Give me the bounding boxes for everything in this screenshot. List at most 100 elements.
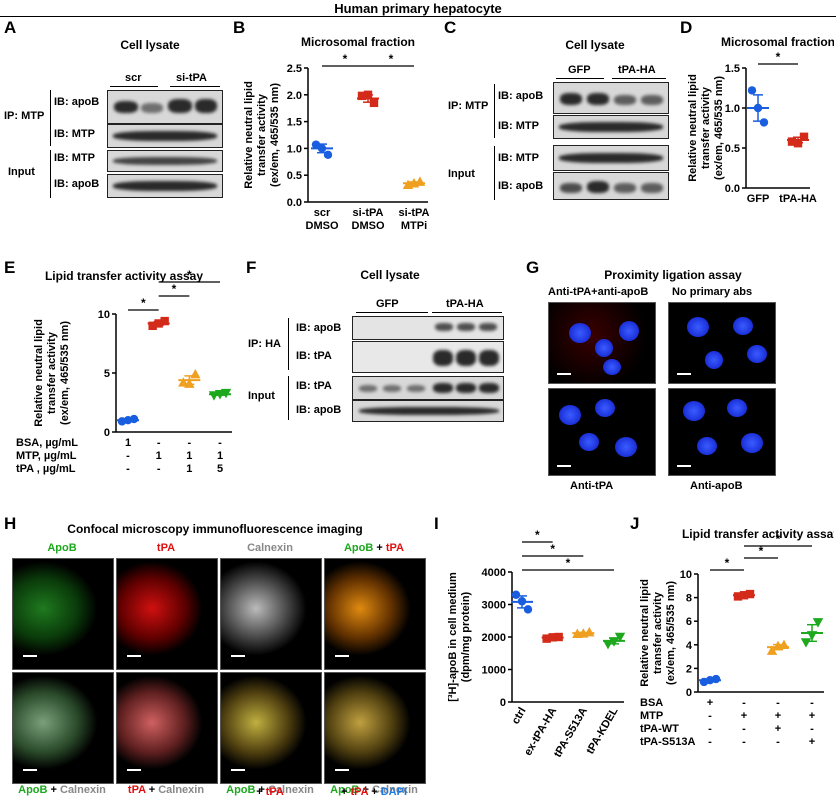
chart-I-ytick: 3000 bbox=[482, 600, 506, 612]
panel-H-image-merge-3 bbox=[116, 672, 218, 784]
panel-A-group-line2 bbox=[170, 86, 220, 87]
panel-A-row-1: IB: apoB bbox=[54, 96, 100, 108]
chart-B-category: MTPi bbox=[401, 220, 427, 232]
chart-J-cell: - bbox=[810, 723, 814, 735]
chart-J-cell: + bbox=[809, 736, 815, 748]
chart-J-ytick: 4 bbox=[686, 640, 693, 652]
chart-panel-B: Microsomal fraction Relative neutral lipi… bbox=[243, 35, 430, 232]
panel-A-row-4: IB: apoB bbox=[54, 178, 100, 190]
chart-J-cell: - bbox=[708, 723, 712, 735]
panel-A-bracket-1 bbox=[50, 90, 51, 146]
panel-A-blot-3 bbox=[107, 150, 223, 172]
chart-I-ylabel: [³H]-apoB in cell medium(dpm/mg protein) bbox=[447, 572, 472, 702]
panel-A-group-scr: scr bbox=[125, 72, 142, 84]
panel-G-bottom-label-1: Anti-tPA bbox=[570, 480, 614, 492]
chart-D-category: GFP bbox=[747, 193, 770, 205]
chart-J-point bbox=[745, 589, 755, 599]
panel-G-image-1 bbox=[548, 302, 656, 384]
chart-J-sig-star: * bbox=[725, 556, 730, 570]
chart-J-cell: - bbox=[776, 736, 780, 748]
chart-J-ylabel: Relative neutral lipidtransfer activity(… bbox=[639, 579, 677, 687]
chart-E-ytick: 10 bbox=[98, 309, 110, 321]
chart-J-ytick: 0 bbox=[686, 687, 692, 699]
chart-J-cell: + bbox=[707, 697, 713, 709]
chart-E-row-label: tPA , µg/mL bbox=[16, 463, 76, 475]
chart-J-row-label: tPA-WT bbox=[640, 723, 679, 735]
panel-F-group-gfp: GFP bbox=[376, 298, 399, 310]
chart-B-point bbox=[323, 150, 333, 160]
panel-H-top-label-3: Calnexin bbox=[247, 542, 293, 554]
chart-I-point bbox=[608, 637, 620, 647]
chart-E-cell: 1 bbox=[125, 437, 131, 449]
chart-D-point bbox=[799, 132, 809, 141]
panel-F-blot-4 bbox=[352, 400, 504, 422]
chart-B-ytick: 1.5 bbox=[287, 117, 302, 129]
chart-I-point bbox=[602, 639, 614, 650]
chart-B-sig-star: * bbox=[343, 52, 348, 66]
chart-I-point bbox=[578, 628, 589, 638]
panel-G-bottom-label-2: Anti-apoB bbox=[690, 480, 743, 492]
chart-I-ytick: 2000 bbox=[482, 632, 506, 644]
chart-panel-J: Lipid transfer activity assay Relative ne… bbox=[639, 527, 834, 748]
chart-J-point bbox=[812, 618, 824, 628]
panel-H-bottom-label-1: ApoB + Calnexin bbox=[18, 784, 106, 796]
panel-letter-C: C bbox=[444, 18, 457, 37]
chart-E-point bbox=[208, 391, 220, 401]
chart-E-cell: - bbox=[187, 437, 191, 449]
chart-E-point bbox=[148, 321, 157, 330]
panel-G-image-2 bbox=[668, 302, 776, 384]
panel-C-row-4: IB: apoB bbox=[498, 180, 544, 192]
panel-F-row-2: IB: tPA bbox=[296, 350, 332, 362]
panel-G-image-3 bbox=[548, 388, 656, 476]
chart-I-point bbox=[511, 590, 521, 599]
chart-B-category: DMSO bbox=[352, 220, 385, 232]
chart-panel-D: Microsomal fraction Relative neutral lipi… bbox=[687, 35, 834, 205]
panel-C-bracket-2 bbox=[494, 146, 495, 200]
panel-G-top-label-1: Anti-tPA+anti-apoB bbox=[548, 286, 649, 298]
panel-A-side-input: Input bbox=[8, 166, 35, 178]
panel-C-blot-3 bbox=[553, 145, 669, 171]
chart-J-row-label: BSA bbox=[640, 697, 663, 709]
chart-I-category: tPA-KDEL bbox=[584, 705, 620, 756]
chart-J-cell: - bbox=[708, 736, 712, 748]
chart-D-sig-star: * bbox=[776, 50, 781, 64]
panel-letter-E: E bbox=[4, 258, 16, 277]
panel-A-blot-2 bbox=[107, 124, 223, 148]
chart-E-row-label: MTP, µg/mL bbox=[16, 450, 77, 462]
panel-H-title: Confocal microscopy immunofluorescence i… bbox=[67, 522, 363, 536]
panel-C-group-tpa: tPA-HA bbox=[618, 64, 656, 76]
panel-F-group-line2 bbox=[432, 312, 502, 313]
chart-I-point bbox=[554, 632, 563, 642]
panel-C-blot-2 bbox=[553, 115, 669, 139]
chart-E-point bbox=[154, 319, 163, 328]
panel-letter-D: D bbox=[680, 18, 693, 37]
chart-E-ylabel: Relative neutral lipidtransfer activity(… bbox=[33, 319, 71, 427]
chart-E-point bbox=[214, 390, 226, 400]
chart-B-category: scr bbox=[314, 207, 331, 219]
chart-D-ytick: 0.5 bbox=[725, 143, 740, 155]
chart-J-cell: + bbox=[775, 710, 781, 722]
panel-F-title: Cell lysate bbox=[360, 268, 420, 282]
panel-H-top-label-2: tPA bbox=[156, 542, 176, 554]
chart-J-ytick: 6 bbox=[686, 616, 692, 628]
chart-E-point bbox=[178, 377, 189, 387]
chart-J-cell: + bbox=[809, 710, 815, 722]
panel-C-group-line bbox=[556, 78, 604, 79]
panel-C-group-line2 bbox=[612, 78, 666, 79]
chart-I-point bbox=[542, 634, 551, 643]
chart-I-point bbox=[523, 605, 533, 614]
chart-E-point bbox=[190, 368, 201, 379]
chart-J-point bbox=[739, 591, 749, 600]
chart-E-cell: - bbox=[157, 463, 161, 475]
chart-D-ytick: 1.0 bbox=[725, 103, 740, 115]
chart-E-cell: - bbox=[218, 437, 222, 449]
panel-C-bracket-1 bbox=[494, 84, 495, 138]
panel-C-row-1: IB: apoB bbox=[498, 90, 544, 102]
chart-J-ytick: 10 bbox=[680, 569, 692, 581]
panel-C-title: Cell lysate bbox=[565, 38, 625, 52]
chart-I-category: ctrl bbox=[510, 706, 529, 727]
panel-H-image-calnexin bbox=[220, 558, 322, 670]
chart-D-category: tPA-HA bbox=[779, 193, 817, 205]
chart-panel-I: [³H]-apoB in cell medium(dpm/mg protein)… bbox=[447, 528, 626, 760]
panel-H-top-label-1: ApoB bbox=[47, 542, 77, 554]
